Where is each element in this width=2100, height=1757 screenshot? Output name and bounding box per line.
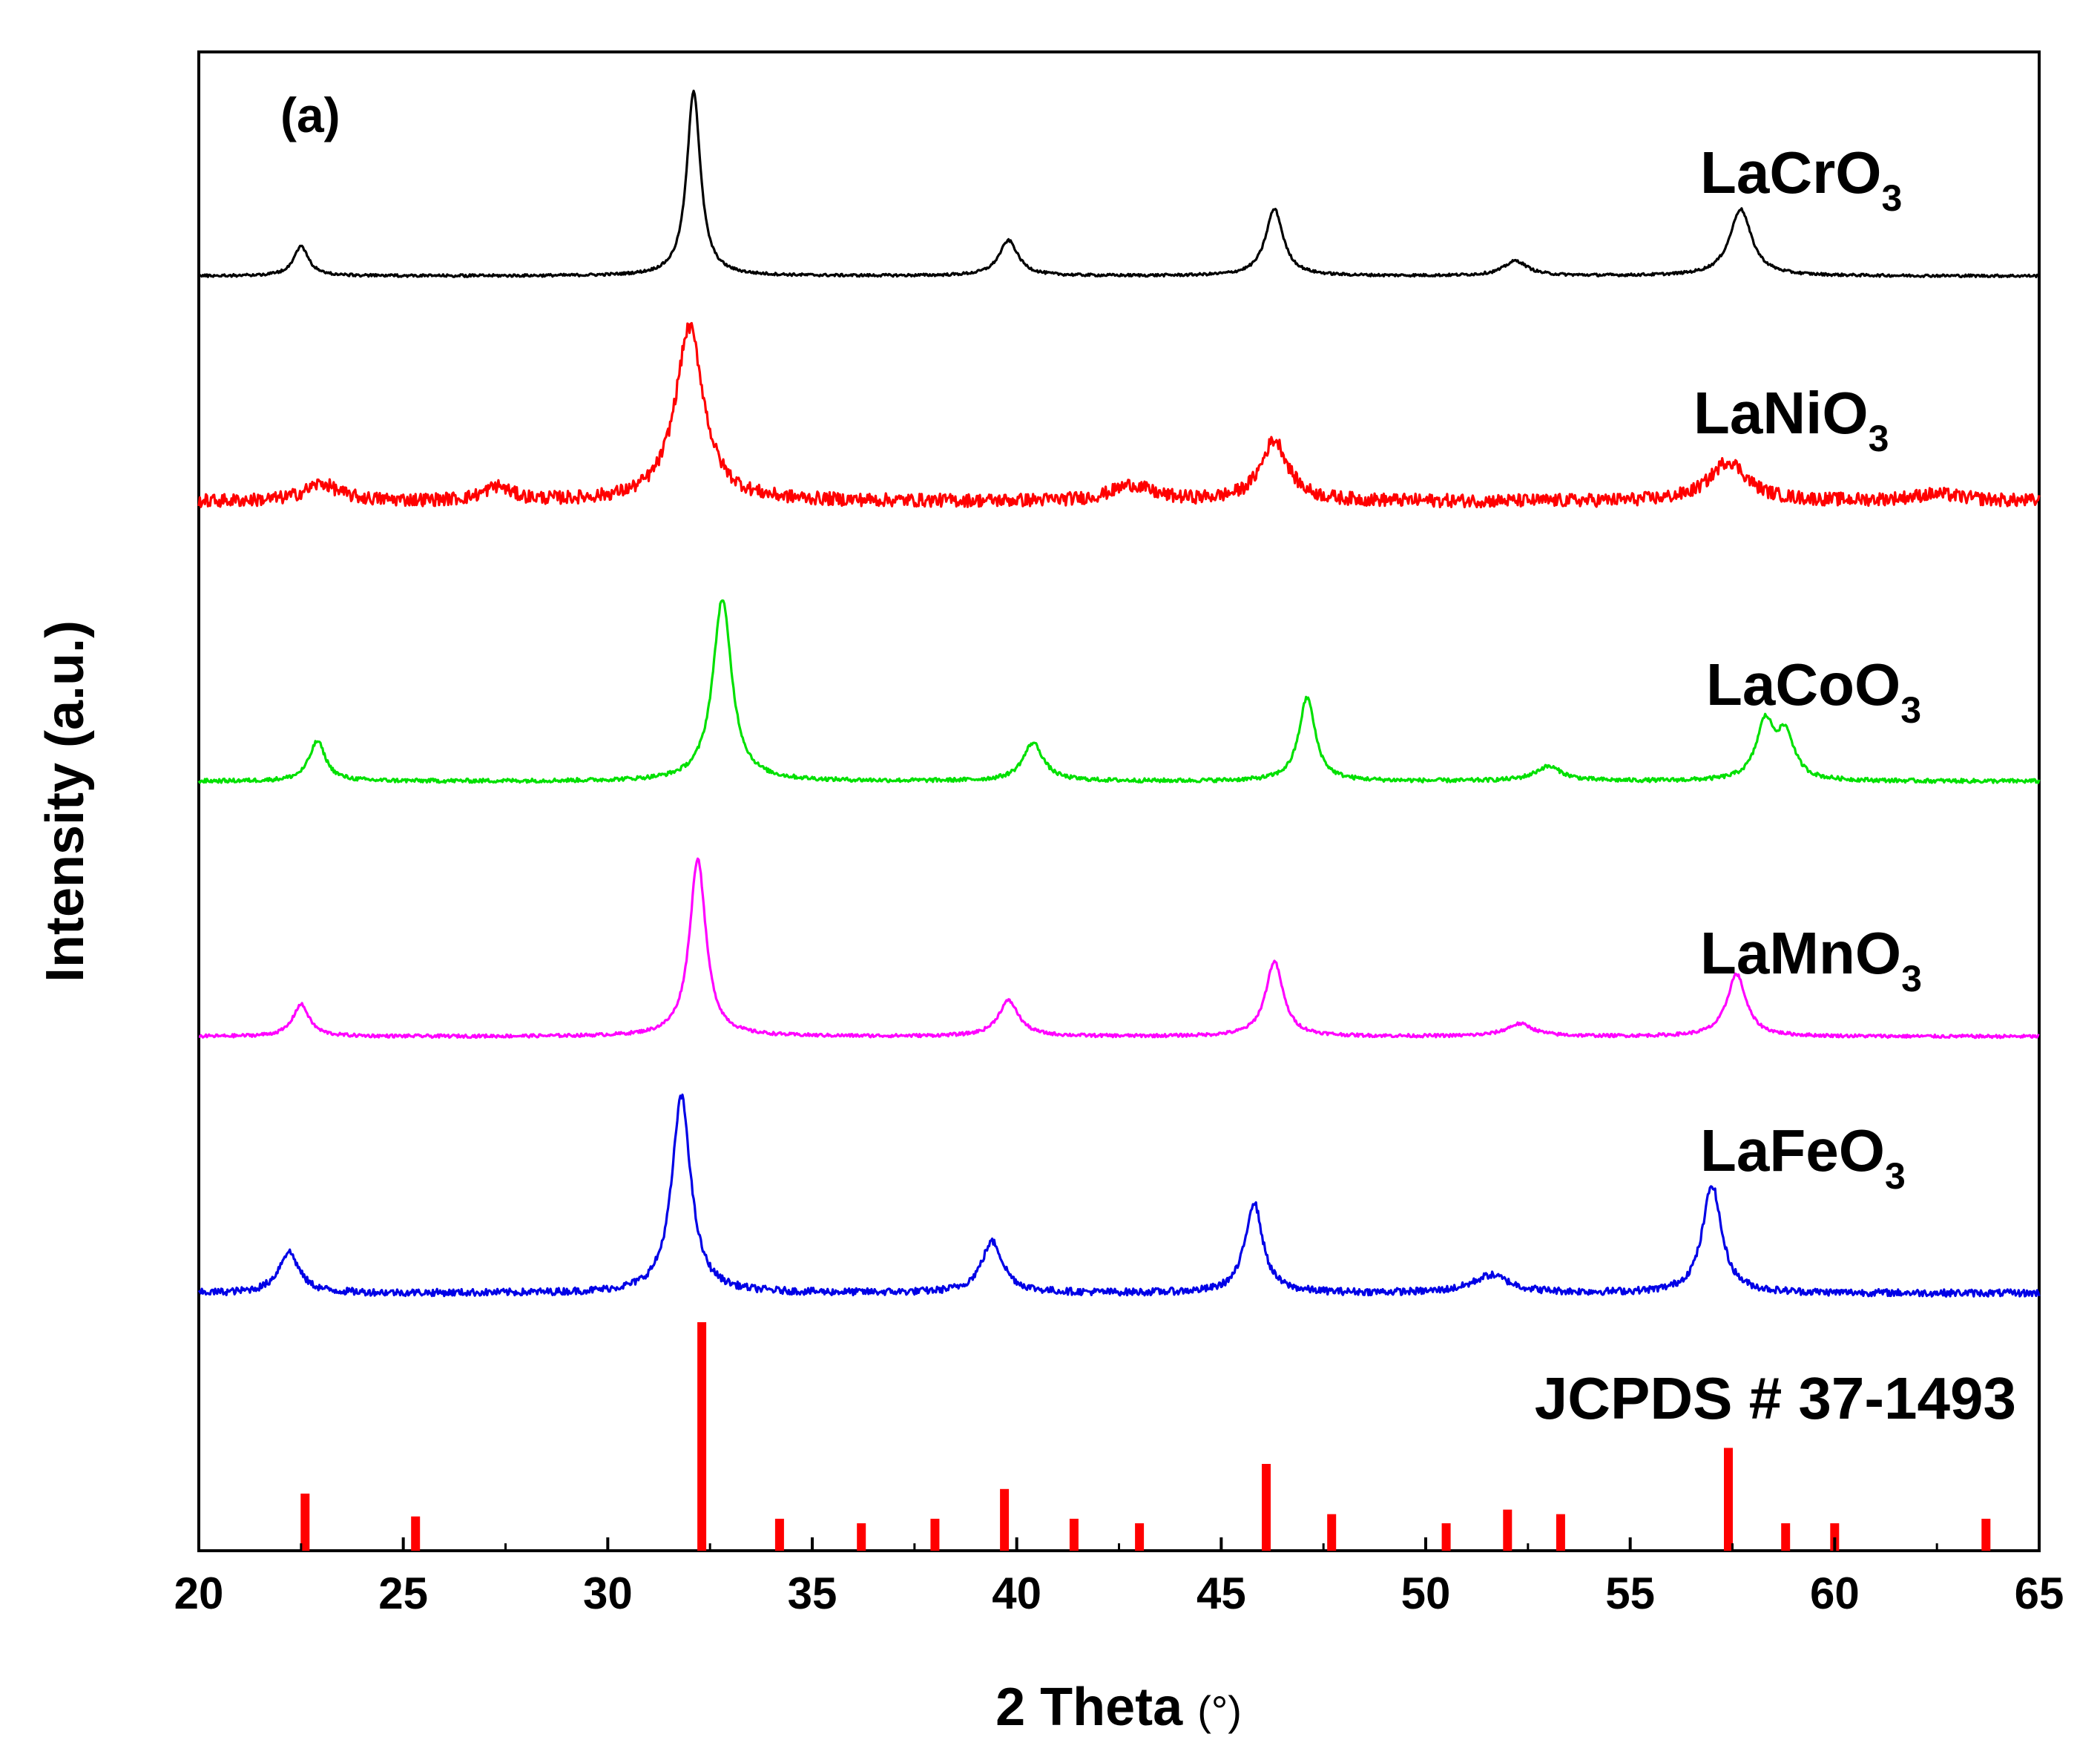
x-tick-label: 35 bbox=[788, 1569, 837, 1618]
reference-label: JCPDS # 37-1493 bbox=[1535, 1365, 2016, 1431]
reference-stick bbox=[1981, 1518, 1991, 1551]
reference-stick bbox=[930, 1518, 940, 1551]
series-label-subscript: 3 bbox=[1901, 958, 1922, 999]
reference-stick bbox=[1503, 1509, 1513, 1551]
reference-stick bbox=[1135, 1523, 1145, 1551]
series-label-base: LaFeO bbox=[1700, 1117, 1885, 1183]
series-line-lacro3 bbox=[197, 89, 2040, 278]
x-tick-label: 50 bbox=[1401, 1569, 1451, 1618]
panel-label: (a) bbox=[280, 88, 340, 142]
series-label-subscript: 3 bbox=[1885, 1155, 1906, 1197]
x-tick-label: 40 bbox=[992, 1569, 1041, 1618]
reference-sticks bbox=[300, 1322, 1991, 1551]
reference-stick bbox=[411, 1516, 421, 1551]
reference-stick bbox=[774, 1518, 784, 1551]
series-label-base: LaCrO bbox=[1700, 139, 1882, 206]
series-label-subscript: 3 bbox=[1869, 418, 1889, 459]
series-line-lamno3 bbox=[198, 857, 2040, 1040]
x-axis-title-text: 2 Theta bbox=[995, 1678, 1183, 1737]
series-line-lanio3 bbox=[197, 322, 2041, 509]
series-line-lacoo3 bbox=[197, 599, 2041, 784]
series-label-lanio3: LaNiO3 bbox=[1694, 380, 1889, 459]
x-tick-label: 20 bbox=[174, 1569, 224, 1618]
x-axis-title: 2 Theta (°) bbox=[995, 1678, 1242, 1737]
series-label-subscript: 3 bbox=[1900, 689, 1921, 731]
reference-stick bbox=[857, 1523, 866, 1551]
series-label-base: LaMnO bbox=[1700, 920, 1901, 986]
x-tick-label: 65 bbox=[2015, 1569, 2064, 1618]
series-label-lamno3: LaMnO3 bbox=[1700, 920, 1922, 999]
series-label-lacoo3: LaCoO3 bbox=[1706, 651, 1921, 731]
reference-stick bbox=[300, 1494, 310, 1551]
x-tick-label: 55 bbox=[1605, 1569, 1655, 1618]
series-label-base: LaNiO bbox=[1694, 380, 1869, 446]
series-label-base: LaCoO bbox=[1706, 651, 1900, 717]
series-label-lafeo3: LaFeO3 bbox=[1700, 1117, 1906, 1197]
y-axis-title: Intensity (a.u.) bbox=[36, 620, 95, 982]
reference-stick bbox=[1327, 1514, 1337, 1551]
reference-stick bbox=[1441, 1523, 1451, 1551]
x-tick-label: 60 bbox=[1810, 1569, 1860, 1618]
reference-stick bbox=[1781, 1523, 1791, 1551]
reference-stick bbox=[1069, 1518, 1079, 1551]
x-tick-label: 45 bbox=[1197, 1569, 1246, 1618]
series-label-lacro3: LaCrO3 bbox=[1700, 139, 1902, 219]
traces bbox=[197, 89, 2041, 1298]
reference-stick bbox=[697, 1322, 707, 1551]
x-tick-label: 25 bbox=[378, 1569, 428, 1618]
x-axis-ticks: 20 25 30 35 40 45 50 55 60 65 bbox=[174, 1537, 2064, 1618]
series-line-lafeo3 bbox=[197, 1093, 2041, 1298]
reference-stick bbox=[1724, 1448, 1733, 1551]
reference-stick bbox=[1262, 1464, 1271, 1551]
reference-stick bbox=[1830, 1523, 1840, 1551]
series-label-subscript: 3 bbox=[1882, 177, 1903, 219]
x-axis-unit: (°) bbox=[1197, 1687, 1242, 1734]
reference-stick bbox=[1000, 1488, 1010, 1551]
reference-stick bbox=[1556, 1514, 1565, 1551]
x-tick-label: 30 bbox=[583, 1569, 633, 1618]
